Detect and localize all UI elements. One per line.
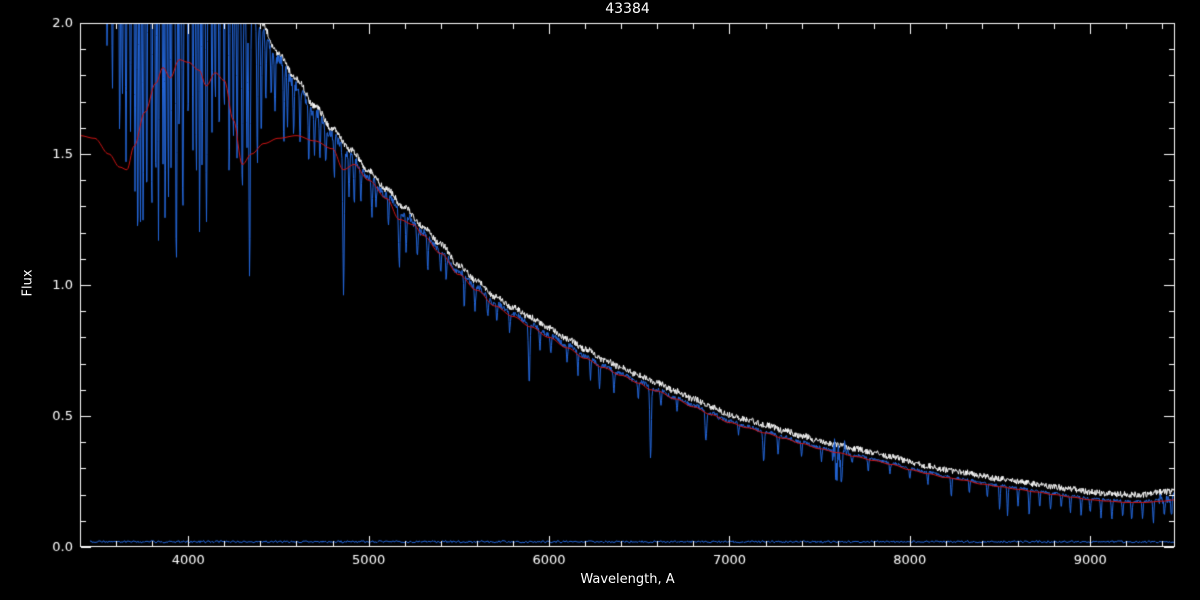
spectrum-plot: 43384 Wavelength, A Flux (0, 0, 1200, 600)
spectrum-canvas (0, 0, 1200, 600)
